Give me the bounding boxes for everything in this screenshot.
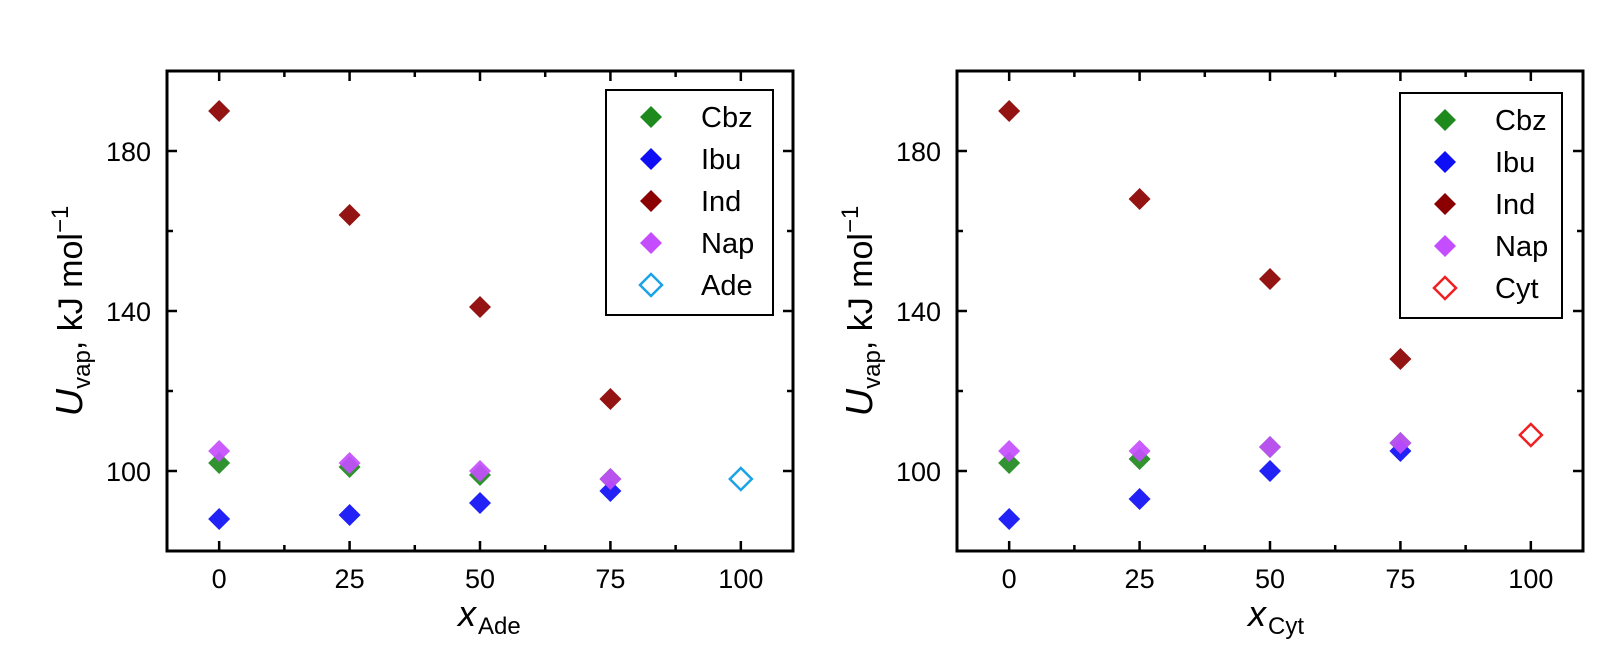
y-axis-label: Uvap, kJ mol−1 xyxy=(47,206,96,417)
data-point-ibu xyxy=(1259,460,1281,482)
y-tick-label: 180 xyxy=(896,137,941,167)
series-ibu xyxy=(208,480,622,530)
y-tick-label: 180 xyxy=(106,137,151,167)
data-point-nap xyxy=(998,440,1021,462)
legend-marker-ibu xyxy=(1434,151,1456,173)
legend-marker-cbz xyxy=(1434,109,1456,131)
x-tick-label: 0 xyxy=(1002,564,1017,594)
x-tick-label: 25 xyxy=(335,564,365,594)
x-tick-label: 50 xyxy=(465,564,495,594)
x-tick-label: 75 xyxy=(595,564,625,594)
legend-label-cbz: Cbz xyxy=(701,102,753,134)
series-nap xyxy=(208,440,622,490)
data-point-ibu xyxy=(599,480,622,502)
data-point-ibu xyxy=(1128,488,1151,510)
legend-marker-ind xyxy=(640,190,662,212)
x-axis-label-main: x xyxy=(1246,593,1268,634)
series-ind xyxy=(208,100,622,410)
legend-label-ade: Ade xyxy=(701,270,753,302)
y-tick-label: 140 xyxy=(896,297,941,327)
legend-label-ind: Ind xyxy=(1495,189,1535,221)
x-tick-label: 100 xyxy=(718,564,763,594)
x-tick-label: 50 xyxy=(1255,564,1285,594)
data-point-ind xyxy=(599,388,622,410)
legend-marker-cyt xyxy=(1432,275,1458,301)
x-tick-label: 0 xyxy=(212,564,227,594)
data-point-ind xyxy=(1389,348,1412,370)
data-point-nap xyxy=(469,460,491,482)
x-tick-label: 100 xyxy=(1508,564,1553,594)
data-point-nap xyxy=(1389,432,1412,454)
legend: Cbz Ibu Ind Nap Ade xyxy=(605,89,774,316)
data-point-nap xyxy=(208,440,231,462)
legend-label-cyt: Cyt xyxy=(1495,273,1539,305)
legend-label-ind: Ind xyxy=(701,186,741,218)
y-axis-label-sup: −1 xyxy=(837,206,864,233)
series-nap xyxy=(998,432,1412,462)
y-axis-label-sup: −1 xyxy=(47,206,74,233)
x-axis-label-main: x xyxy=(456,593,478,634)
y-axis-label: Uvap, kJ mol−1 xyxy=(837,206,886,417)
data-point-ind xyxy=(208,100,231,122)
x-axis-label-sub: Cyt xyxy=(1268,613,1304,640)
y-axis-label-main: U xyxy=(839,388,881,416)
x-axis-label: xAde xyxy=(456,593,521,640)
x-axis-label: xCyt xyxy=(1246,593,1304,640)
legend: Cbz Ibu Ind Nap Cyt xyxy=(1399,92,1563,319)
legend-box xyxy=(605,89,774,316)
legend-marker-nap xyxy=(1434,235,1456,257)
y-axis-label-unit: , kJ mol xyxy=(52,233,90,350)
legend-marker-ind xyxy=(1434,193,1456,215)
x-tick-label: 75 xyxy=(1385,564,1415,594)
data-point-ibu xyxy=(208,508,231,530)
legend-label-nap: Nap xyxy=(1495,231,1548,263)
legend-marker-ibu xyxy=(640,148,662,170)
data-point-cbz xyxy=(998,452,1021,474)
legend-marker-cbz xyxy=(640,106,662,128)
data-point-ind xyxy=(338,204,361,226)
data-point-nap xyxy=(338,452,361,474)
data-point-nap xyxy=(1128,440,1151,462)
legend-label-ibu: Ibu xyxy=(1495,147,1535,179)
y-tick-label: 140 xyxy=(106,297,151,327)
legend-marker-ade xyxy=(638,272,664,298)
data-point-ind xyxy=(998,100,1021,122)
x-tick-label: 25 xyxy=(1125,564,1155,594)
data-point-ibu xyxy=(338,504,361,526)
y-tick-label: 100 xyxy=(896,457,941,487)
series-ade xyxy=(728,466,754,492)
y-tick-label: 100 xyxy=(106,457,151,487)
data-point-ind xyxy=(469,296,491,318)
series-cbz xyxy=(208,452,622,490)
data-point-ind xyxy=(1259,268,1281,290)
data-point-cbz xyxy=(208,452,231,474)
legend-label-nap: Nap xyxy=(701,228,754,260)
y-axis-label-sub: vap xyxy=(859,350,886,389)
data-point-nap xyxy=(1259,436,1281,458)
x-axis-label-sub: Ade xyxy=(478,613,521,640)
legend-label-ibu: Ibu xyxy=(701,144,741,176)
data-point-ind xyxy=(1128,188,1151,210)
y-axis-label-unit: , kJ mol xyxy=(842,233,880,350)
data-point-ibu xyxy=(469,492,491,514)
y-axis-label-main: U xyxy=(49,388,91,416)
data-point-cyt xyxy=(1518,422,1544,448)
data-point-nap xyxy=(599,468,622,490)
legend-box xyxy=(1399,92,1563,319)
series-cbz xyxy=(998,432,1412,474)
series-ibu xyxy=(998,440,1412,530)
data-point-ade xyxy=(728,466,754,492)
series-ind xyxy=(998,100,1412,370)
legend-marker-nap xyxy=(640,232,662,254)
legend-label-cbz: Cbz xyxy=(1495,105,1547,137)
y-axis-label-sub: vap xyxy=(69,350,96,389)
data-point-ibu xyxy=(998,508,1021,530)
series-cyt xyxy=(1518,422,1544,448)
